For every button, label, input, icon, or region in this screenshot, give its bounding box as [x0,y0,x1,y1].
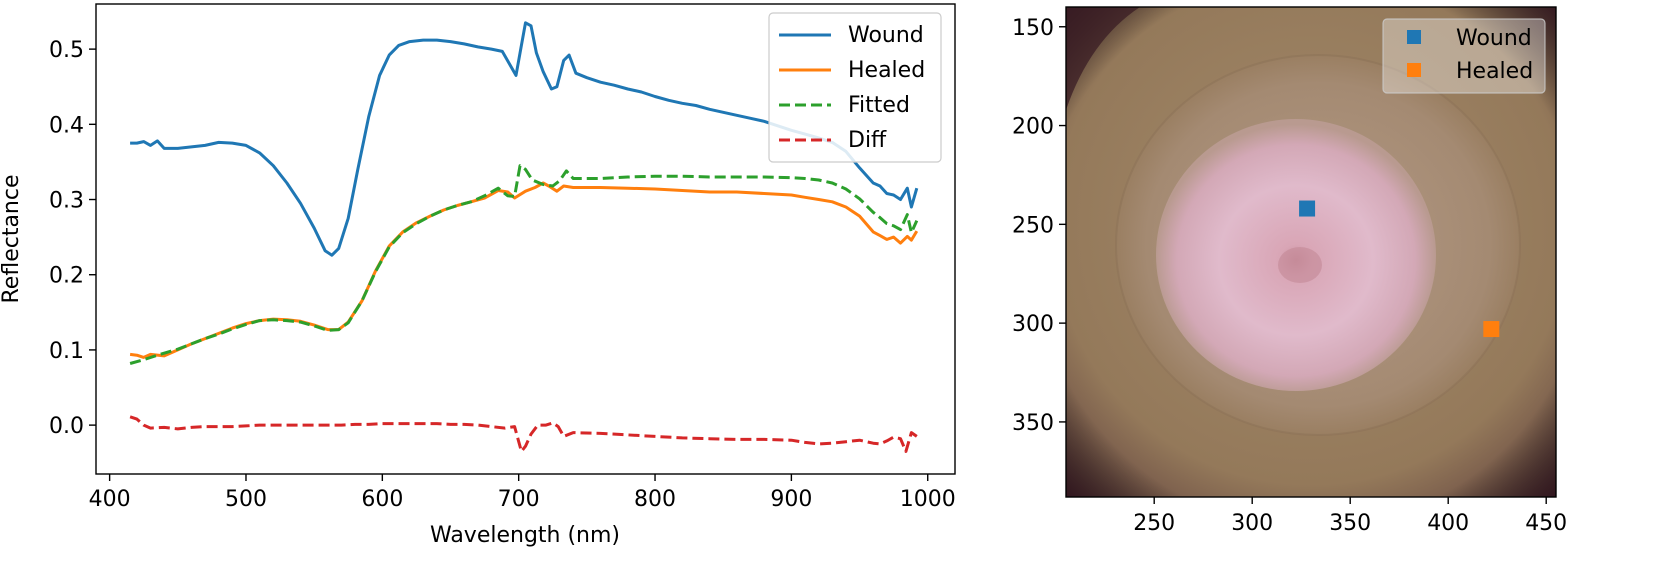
y-tick-label: 0.4 [49,113,84,138]
image-vignette [1066,7,1556,497]
image-y-tick-label: 350 [1012,411,1054,436]
spectra-x-axis-label: Wavelength (nm) [430,523,620,548]
y-tick-label: 0.1 [49,339,84,364]
legend-label-wound: Wound [848,23,924,48]
wound-image-panel: 250 300 350 400 450 150 200 250 300 350 Wound He… [1012,6,1567,536]
y-tick-label: 0.3 [49,189,84,214]
image-axes-frame [1065,6,1557,498]
y-tick-label: 0.0 [49,414,84,439]
legend-label-healed: Healed [848,58,925,83]
legend-marker-wound [1407,30,1421,44]
spectra-y-axis-label: Reflectance [0,174,24,303]
image-legend-label-healed: Healed [1456,59,1533,84]
image-x-tick-label: 350 [1329,511,1371,536]
spectra-y-ticks: 0.0 0.1 0.2 0.3 0.4 0.5 [49,38,96,439]
image-y-tick-label: 250 [1012,213,1054,238]
y-tick-label: 0.5 [49,38,84,63]
x-tick-label: 400 [89,487,131,512]
image-x-tick-label: 400 [1427,511,1469,536]
image-legend-box [1382,18,1546,94]
image-y-ticks: 150 200 250 300 350 [1012,16,1066,436]
image-x-tick-label: 300 [1231,511,1273,536]
x-tick-label: 900 [770,487,812,512]
spectra-x-ticks: 400 500 600 700 800 900 1000 [89,474,956,512]
image-y-tick-label: 150 [1012,16,1054,41]
spectra-legend-box [768,12,942,163]
legend-marker-healed [1407,63,1421,77]
x-tick-label: 700 [498,487,540,512]
series-line-fitted [129,164,919,365]
x-tick-label: 600 [361,487,403,512]
wound-photo [1066,7,1556,497]
spectra-plot: 400 500 600 700 800 900 1000 0.00.10.20.30.40.… [0,3,956,548]
legend-label-fitted: Fitted [848,93,910,118]
image-legend-label-wound: Wound [1456,26,1532,51]
x-tick-label: 800 [634,487,676,512]
image-x-ticks: 250 300 350 400 450 [1133,497,1567,536]
wound-marker [1299,200,1316,217]
x-tick-label: 500 [225,487,267,512]
x-tick-label: 1000 [900,487,956,512]
series-line-diff [129,415,918,453]
image-x-tick-label: 450 [1525,511,1567,536]
spectra-legend: Wound Healed Fitted Diff [768,12,942,163]
y-tick-label: 0.2 [49,264,84,289]
image-y-tick-label: 300 [1012,312,1054,337]
image-x-tick-label: 250 [1133,511,1175,536]
legend-label-diff: Diff [848,128,887,153]
image-legend: Wound Healed [1382,18,1546,94]
image-y-tick-label: 200 [1012,115,1054,140]
healed-marker [1483,321,1500,338]
top-left-shadow [1066,7,1140,110]
